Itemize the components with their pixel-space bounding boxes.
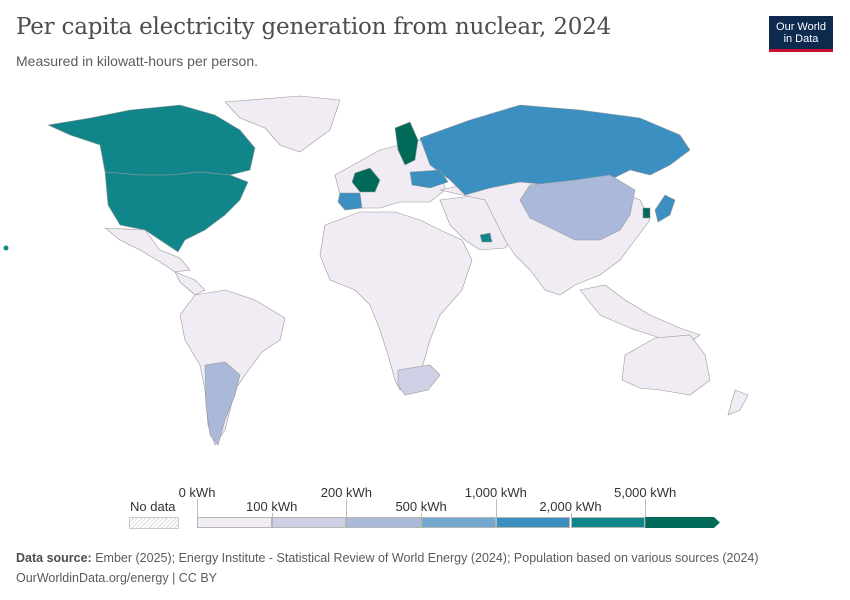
source-text: Ember (2025); Energy Institute - Statist… bbox=[95, 551, 759, 565]
africa-region[interactable] bbox=[319, 211, 473, 391]
legend-tick-1: 100 kWh bbox=[246, 499, 298, 514]
spain-region[interactable] bbox=[337, 192, 363, 211]
legend-no-data-swatch bbox=[129, 517, 179, 529]
australia-region[interactable] bbox=[621, 334, 711, 396]
legend-tick-4: 1,000 kWh bbox=[464, 485, 527, 500]
legend-tick-0: 0 kWh bbox=[178, 485, 216, 500]
canada-region[interactable] bbox=[46, 104, 256, 176]
logo-line-1: Our World bbox=[776, 21, 826, 33]
southeast-asia-region[interactable] bbox=[579, 284, 701, 343]
legend-tick-line-2 bbox=[346, 499, 348, 517]
sweden-finland-region[interactable] bbox=[394, 121, 419, 166]
source-label: Data source: bbox=[16, 551, 92, 565]
chart-subtitle: Measured in kilowatt-hours per person. bbox=[16, 53, 259, 69]
uae-region[interactable] bbox=[479, 232, 493, 243]
legend-tick-line-3 bbox=[421, 513, 423, 517]
owid-logo[interactable]: Our World in Data bbox=[769, 16, 833, 52]
hawaii-region[interactable] bbox=[3, 245, 9, 251]
south-korea-region[interactable] bbox=[642, 207, 651, 219]
legend-tick-line-0 bbox=[197, 499, 198, 517]
ukraine-region[interactable] bbox=[409, 169, 449, 189]
legend: No data 0 kWh 100 kWh 200 kWh 500 kWh 1,000 … bbox=[0, 480, 850, 540]
legend-tick-2: 200 kWh bbox=[320, 485, 373, 500]
legend-bin-5[interactable] bbox=[570, 517, 646, 528]
legend-tick-line-1 bbox=[271, 513, 273, 517]
south-america-region[interactable] bbox=[179, 289, 286, 446]
legend-tick-5: 2,000 kWh bbox=[539, 499, 602, 514]
usa-region[interactable] bbox=[104, 171, 249, 253]
legend-bin-4[interactable] bbox=[495, 517, 571, 528]
greenland-region[interactable] bbox=[224, 95, 341, 153]
legend-bin-3[interactable] bbox=[421, 517, 496, 528]
legend-tick-3: 500 kWh bbox=[395, 499, 447, 514]
legend-tick-line-4 bbox=[495, 499, 497, 517]
argentina-region[interactable] bbox=[204, 361, 241, 446]
russia-region[interactable] bbox=[419, 104, 691, 196]
chart-title: Per capita electricity generation from n… bbox=[16, 14, 612, 40]
legend-tick-line-5 bbox=[570, 513, 572, 517]
legend-bin-0[interactable] bbox=[197, 517, 272, 528]
footer: Data source: Ember (2025); Energy Instit… bbox=[16, 548, 759, 588]
legend-bin-2[interactable] bbox=[346, 517, 422, 528]
legend-bin-6[interactable] bbox=[645, 517, 720, 528]
legend-tick-line-6 bbox=[645, 499, 647, 517]
logo-line-2: in Data bbox=[783, 33, 819, 45]
legend-bin-1[interactable] bbox=[271, 517, 347, 528]
japan-region[interactable] bbox=[654, 194, 676, 223]
world-map bbox=[3, 95, 749, 446]
france-region[interactable] bbox=[351, 167, 381, 193]
legend-no-data-label: No data bbox=[130, 499, 176, 514]
china-region[interactable] bbox=[519, 174, 636, 241]
central-america-region[interactable] bbox=[174, 271, 206, 296]
mexico-region[interactable] bbox=[104, 227, 191, 273]
south-africa-region[interactable] bbox=[397, 364, 441, 396]
footer-link[interactable]: OurWorldinData.org/energy | CC BY bbox=[16, 571, 218, 585]
legend-tick-6: 5,000 kWh bbox=[614, 485, 677, 500]
new-zealand-region[interactable] bbox=[727, 389, 749, 416]
